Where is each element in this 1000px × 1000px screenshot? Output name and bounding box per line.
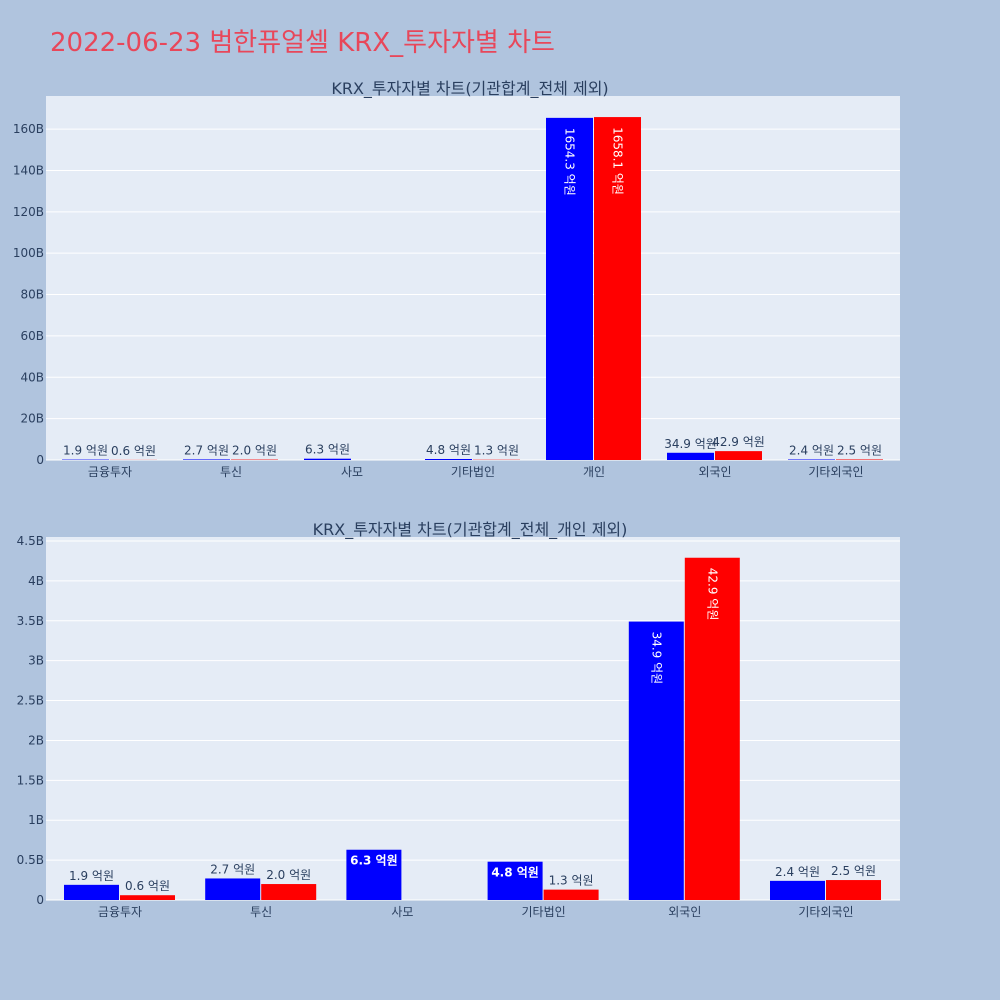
y-tick-label: 4.5B xyxy=(17,534,44,548)
data-label: 0.6 억원 xyxy=(111,444,156,458)
x-tick-label: 투신 xyxy=(250,905,272,919)
bar-sell xyxy=(120,895,175,900)
y-tick-label: 2B xyxy=(28,733,44,747)
x-tick-label: 외국인 xyxy=(698,465,731,479)
plot-area xyxy=(46,537,900,900)
y-tick-label: 1.5B xyxy=(17,773,44,787)
data-label: 42.9 억원 xyxy=(705,568,719,621)
x-tick-label: 사모 xyxy=(341,465,363,479)
bar-buy xyxy=(487,861,543,900)
data-label: 2.4 억원 xyxy=(789,444,834,458)
x-tick-label: 금융투자 xyxy=(98,905,142,919)
y-tick-label: 0 xyxy=(36,453,44,467)
bar-sell xyxy=(594,117,641,461)
data-label: 1.9 억원 xyxy=(69,869,114,883)
data-label: 34.9 억원 xyxy=(664,437,717,451)
x-tick-label: 기타외국인 xyxy=(798,905,853,919)
data-label: 2.0 억원 xyxy=(266,868,311,882)
y-tick-label: 4B xyxy=(28,574,44,588)
y-tick-label: 80B xyxy=(20,288,44,302)
chart-investor-top: 0 20B 40B 60B 80B 100B 120B 140B 160B KRX_투자자별 차트… xyxy=(13,79,900,479)
bar-buy xyxy=(205,878,261,900)
y-tick-label: 40B xyxy=(20,370,44,384)
chart-title: KRX_투자자별 차트(기관합계_전체_개인 제외) xyxy=(313,520,628,540)
bar-sell xyxy=(715,451,762,460)
x-tick-label: 기타법인 xyxy=(522,905,566,919)
bar-buy xyxy=(183,459,230,460)
data-label: 1658.1 억원 xyxy=(611,127,625,195)
y-tick-label: 160B xyxy=(13,122,44,136)
data-label: 2.4 억원 xyxy=(775,865,820,879)
bar-buy xyxy=(770,880,825,900)
y-tick-label: 2.5B xyxy=(17,694,44,708)
data-label: 6.3 억원 xyxy=(305,443,350,457)
data-label: 0.6 억원 xyxy=(125,879,170,893)
bar-buy xyxy=(425,459,472,460)
bar-buy xyxy=(346,849,402,900)
data-label: 4.8 억원 xyxy=(426,443,471,457)
plot-area xyxy=(46,96,900,460)
data-label: 2.5 억원 xyxy=(831,864,876,878)
y-tick-label: 3.5B xyxy=(17,614,44,628)
data-label: 34.9 억원 xyxy=(649,632,663,685)
data-label: 1.9 억원 xyxy=(63,444,108,458)
y-tick-label: 0 xyxy=(36,893,44,907)
data-label: 42.9 억원 xyxy=(712,435,765,449)
bar-sell xyxy=(261,884,317,900)
data-label: 6.3 억원 xyxy=(350,854,398,868)
x-tick-label: 사모 xyxy=(391,905,413,919)
bar-buy xyxy=(304,458,351,460)
y-tick-label: 140B xyxy=(13,163,44,177)
x-tick-label: 외국인 xyxy=(668,905,701,919)
bar-sell xyxy=(684,557,740,900)
bar-buy xyxy=(64,884,119,900)
data-label: 2.7 억원 xyxy=(210,862,255,876)
y-tick-label: 120B xyxy=(13,205,44,219)
y-tick-label: 0.5B xyxy=(17,853,44,867)
bar-buy xyxy=(546,117,593,460)
y-tick-label: 100B xyxy=(13,246,44,260)
bar-sell xyxy=(543,889,599,900)
data-label: 1654.3 억원 xyxy=(563,128,577,196)
bar-buy xyxy=(628,621,684,900)
x-tick-label: 개인 xyxy=(583,465,605,479)
y-tick-label: 60B xyxy=(20,329,44,343)
y-tick-label: 20B xyxy=(20,412,44,426)
bar-buy xyxy=(667,452,714,460)
data-label: 2.0 억원 xyxy=(232,444,277,458)
data-label: 1.3 억원 xyxy=(474,444,519,458)
chart-title: KRX_투자자별 차트(기관합계_전체 제외) xyxy=(331,79,608,99)
data-label: 4.8 억원 xyxy=(491,866,539,880)
bar-sell xyxy=(836,459,883,460)
x-tick-label: 금융투자 xyxy=(88,465,132,479)
page-title: 2022-06-23 범한퓨얼셀 KRX_투자자별 차트 xyxy=(50,28,555,58)
y-tick-label: 3B xyxy=(28,654,44,668)
x-tick-label: 투신 xyxy=(220,465,242,479)
y-tick-label: 1B xyxy=(28,813,44,827)
x-tick-label: 기타법인 xyxy=(451,465,495,479)
data-label: 2.7 억원 xyxy=(184,443,229,457)
x-tick-label: 기타외국인 xyxy=(808,465,863,479)
data-label: 1.3 억원 xyxy=(549,874,594,888)
data-label: 2.5 억원 xyxy=(837,443,882,457)
bar-sell xyxy=(826,880,881,900)
